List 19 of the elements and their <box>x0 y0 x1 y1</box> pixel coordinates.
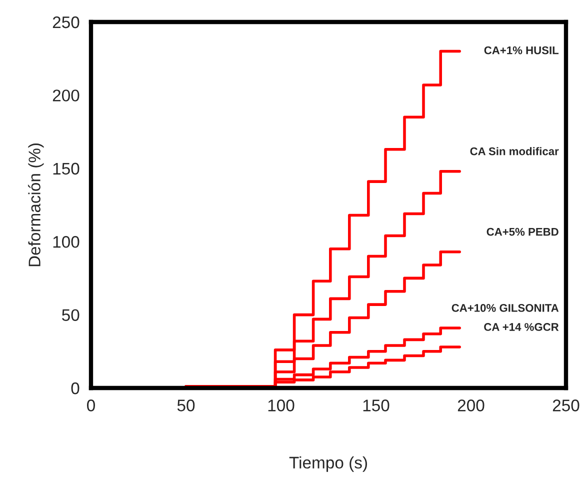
x-axis-title: Tiempo (s) <box>289 456 367 472</box>
y-tick-label: 150 <box>53 162 80 175</box>
series-label: CA+10% GILSONITA <box>452 304 559 312</box>
x-tick-label: 250 <box>552 400 580 412</box>
x-tick-label: 100 <box>268 400 294 412</box>
x-tick-label: 200 <box>458 400 484 412</box>
y-tick-label: 0 <box>71 382 80 394</box>
x-tick-label: 50 <box>177 400 195 412</box>
x-tick-label: 150 <box>363 400 390 412</box>
y-tick-label: 250 <box>52 16 80 28</box>
text: CA+1% HUSIL <box>484 46 559 54</box>
text: CA+5% PEBD <box>486 228 558 236</box>
y-tick-label: 200 <box>52 90 80 102</box>
y-tick-label: 100 <box>53 236 80 248</box>
y-axis-title: Deformación (%) <box>28 144 44 266</box>
y-tick-label: 50 <box>62 309 80 322</box>
x-tick-label: 0 <box>87 400 95 412</box>
text: CA +14 %GCR <box>484 323 559 331</box>
series-label: CA Sin modificar <box>470 147 559 156</box>
